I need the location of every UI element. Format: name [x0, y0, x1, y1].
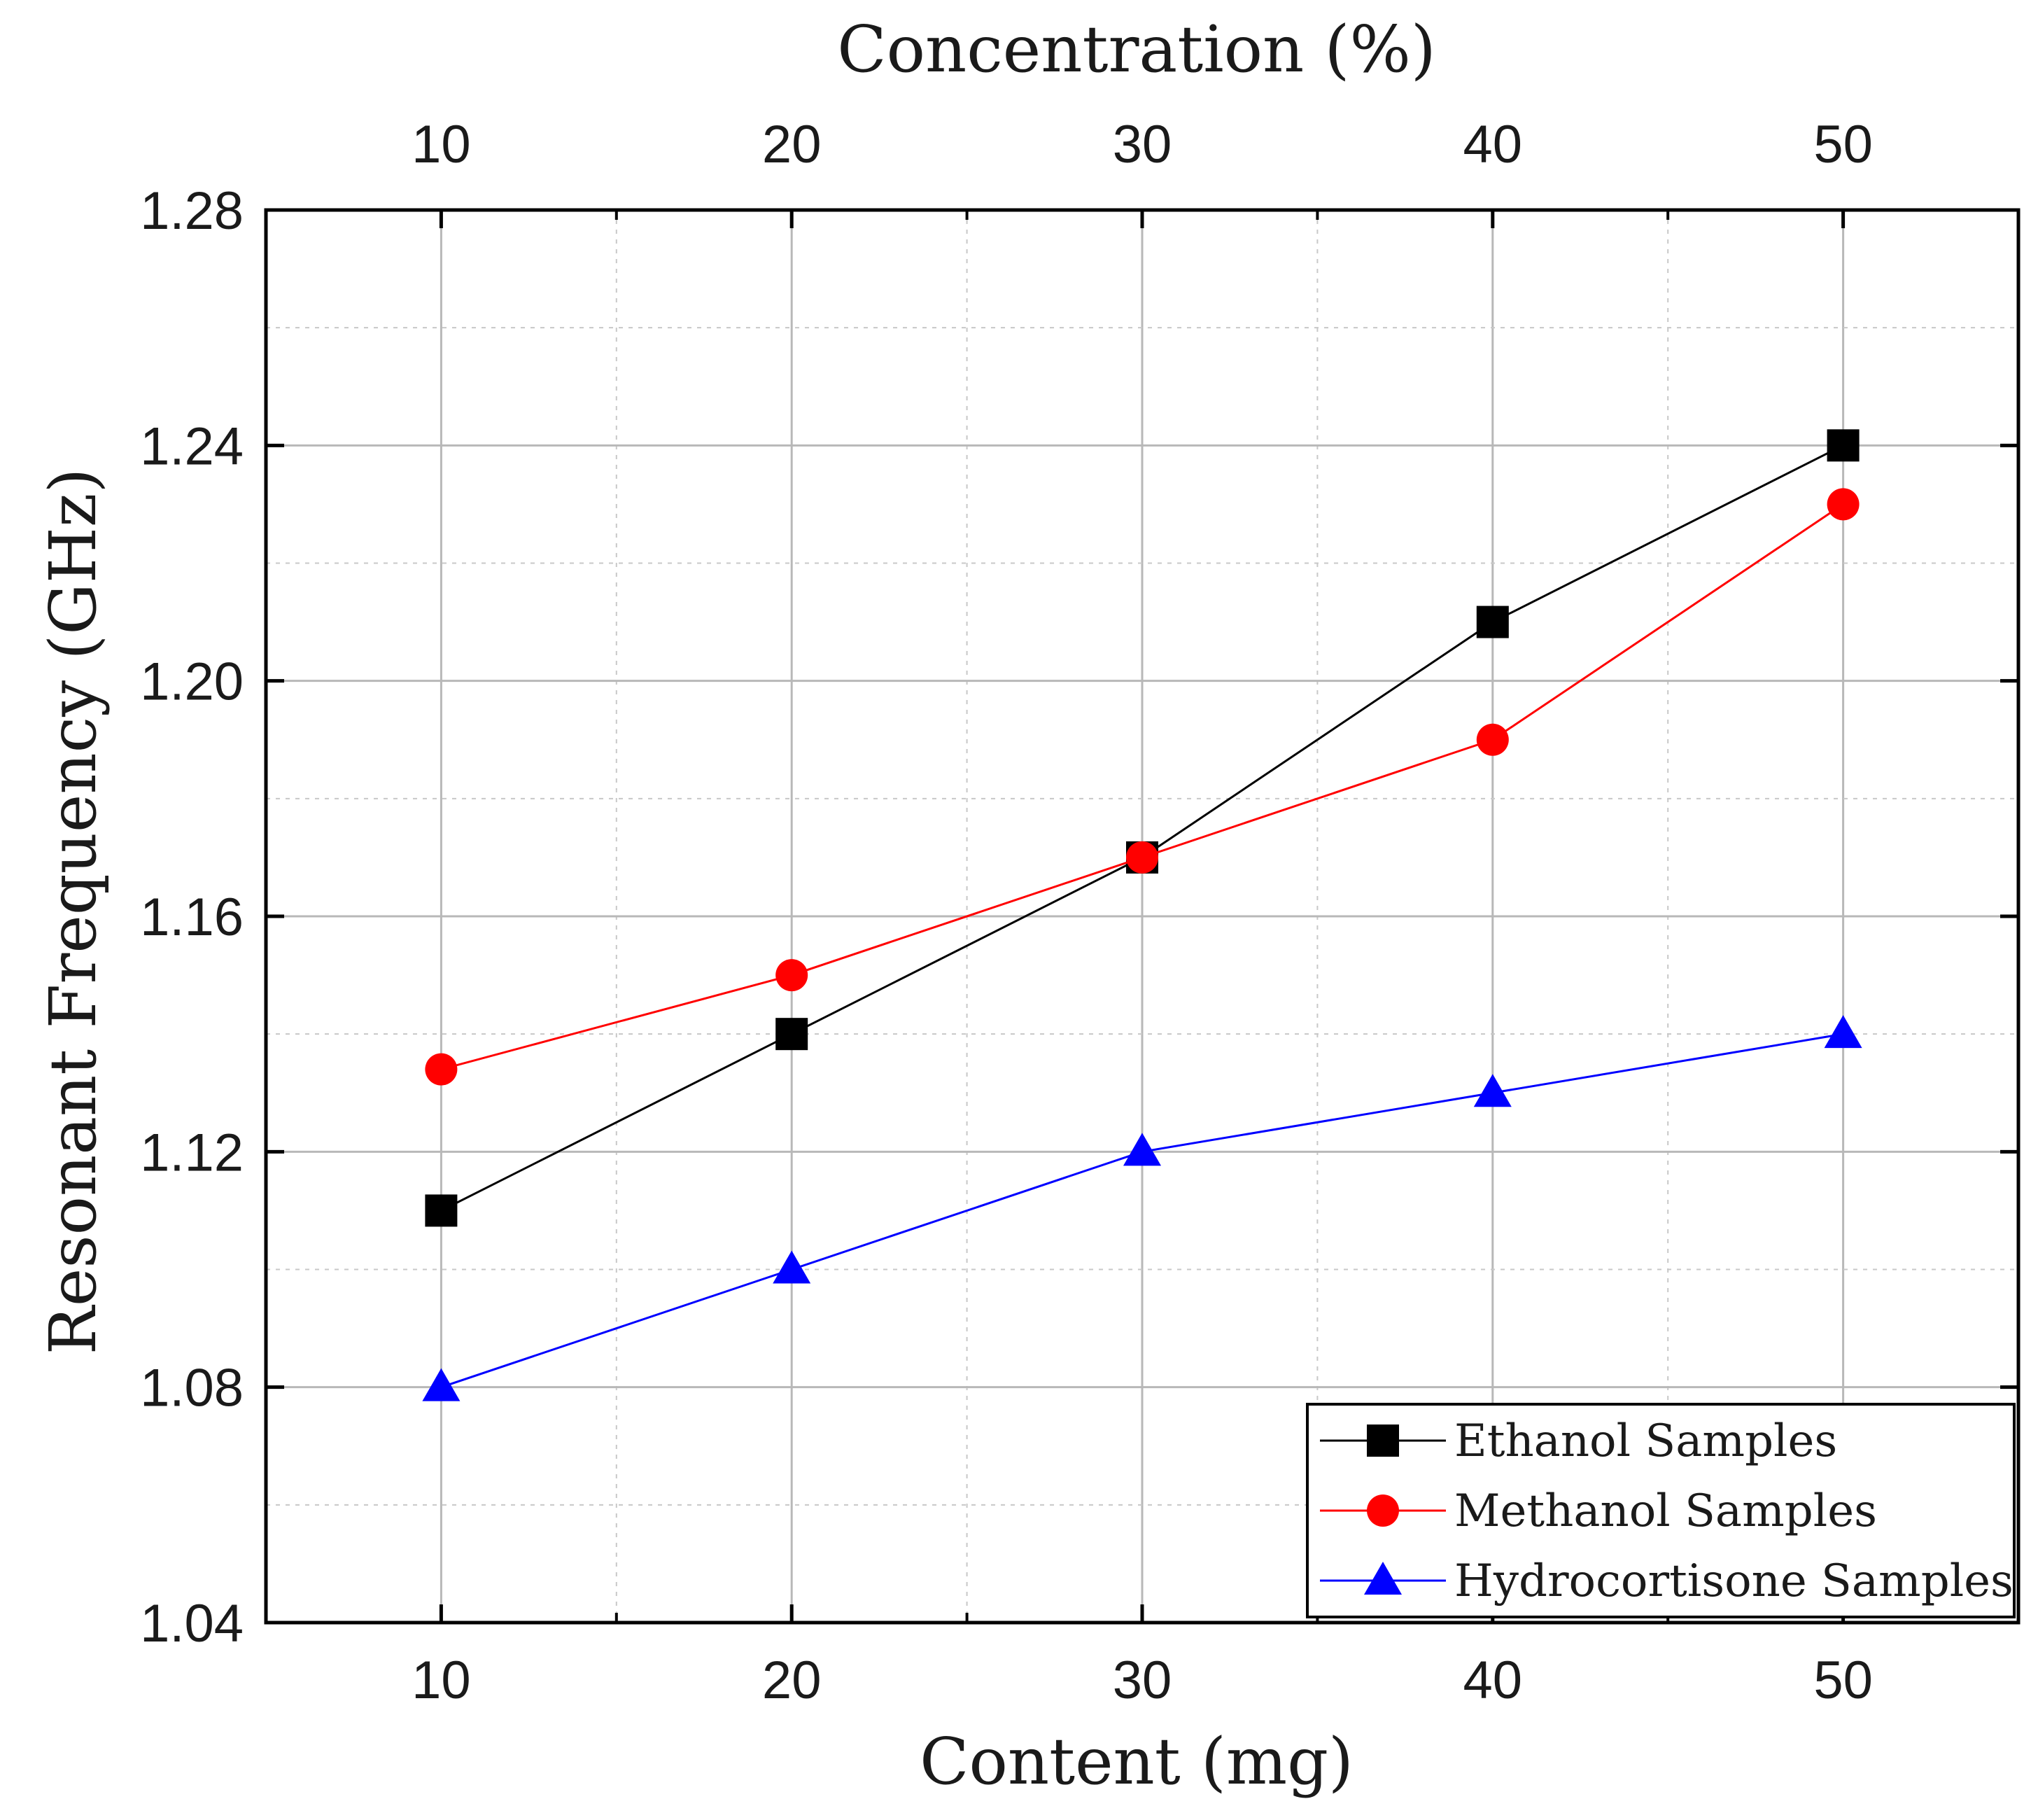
x2-tick-label: 50 — [1813, 115, 1873, 174]
data-point — [425, 1053, 458, 1086]
y-tick-label: 1.16 — [140, 888, 244, 947]
data-point — [1126, 841, 1158, 874]
data-point — [775, 1018, 808, 1051]
legend-marker — [1364, 1562, 1402, 1595]
y-axis-title: Resonant Frequency (GHz) — [36, 468, 111, 1355]
data-point — [422, 1368, 461, 1401]
legend: Ethanol Samples Methanol Samples Hydrocort… — [1306, 1403, 2016, 1618]
x2-axis-title: Concentration (%) — [837, 12, 1436, 87]
data-point — [1473, 1074, 1512, 1107]
series-methanol-samples — [425, 488, 1860, 1086]
x-tick-label: 40 — [1463, 1651, 1523, 1710]
x-tick-label: 30 — [1113, 1651, 1172, 1710]
y-tick-label: 1.28 — [140, 181, 244, 241]
series-hydrocortisone-samples — [422, 1015, 1862, 1401]
data-point — [773, 1250, 811, 1284]
x-axis-ticks: 10 10 20 20 30 30 40 40 50 50 — [412, 115, 1873, 1710]
legend-marker — [1367, 1494, 1399, 1527]
x2-tick-label: 20 — [762, 115, 822, 174]
series-layer — [422, 429, 1862, 1401]
y-tick-label: 1.12 — [140, 1123, 244, 1182]
x-axis-title: Content (mg) — [920, 1724, 1354, 1799]
y-axis-ticks: 1.04 1.08 1.12 1.16 1.20 1.24 1.28 — [140, 181, 2018, 1653]
legend-entries: Ethanol Samples Methanol Samples Hydrocort… — [1320, 1415, 2014, 1607]
legend-entry: Ethanol Samples — [1320, 1415, 1837, 1467]
data-point — [1476, 723, 1509, 756]
legend-label: Hydrocortisone Samples — [1454, 1555, 2014, 1607]
data-point — [1476, 606, 1509, 638]
legend-entry: Hydrocortisone Samples — [1320, 1555, 2014, 1607]
x2-tick-label: 30 — [1113, 115, 1172, 174]
data-point — [1827, 429, 1860, 462]
data-point — [425, 1194, 458, 1227]
plot-frame — [264, 208, 2021, 1625]
x-tick-label: 50 — [1813, 1651, 1873, 1710]
y-tick-label: 1.04 — [140, 1594, 244, 1653]
x-tick-label: 10 — [412, 1651, 471, 1710]
y-tick-label: 1.20 — [140, 652, 244, 712]
legend-entry: Methanol Samples — [1320, 1485, 1877, 1537]
legend-marker — [1367, 1424, 1399, 1457]
y-tick-label: 1.08 — [140, 1359, 244, 1418]
data-point — [1824, 1015, 1862, 1049]
x-tick-label: 20 — [762, 1651, 822, 1710]
data-point — [775, 959, 808, 992]
x2-tick-label: 40 — [1463, 115, 1523, 174]
data-point — [1123, 1133, 1161, 1166]
legend-label: Methanol Samples — [1454, 1485, 1877, 1537]
legend-label: Ethanol Samples — [1454, 1415, 1837, 1467]
y-tick-label: 1.24 — [140, 416, 244, 476]
x2-tick-label: 10 — [412, 115, 471, 174]
data-point — [1827, 488, 1860, 521]
